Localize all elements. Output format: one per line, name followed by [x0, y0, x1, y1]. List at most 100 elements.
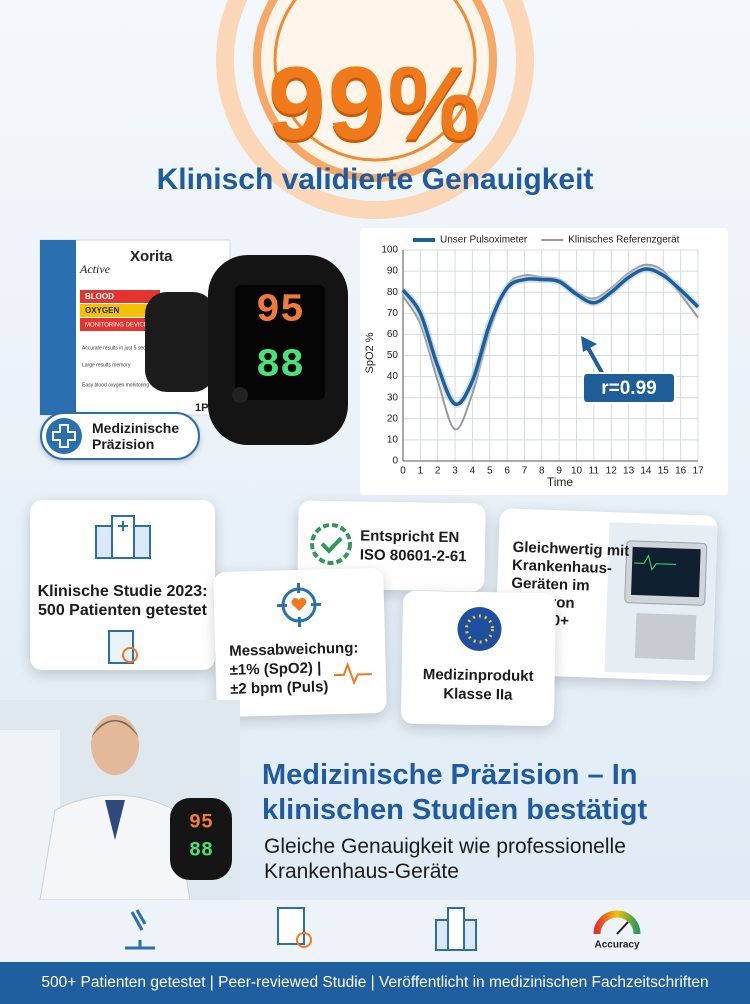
heading-line: Medizinische Präzision – In: [262, 759, 638, 791]
subtitle-line: Krankenhaus-Geräte: [264, 860, 459, 883]
document-icon: [277, 907, 305, 945]
legend-label: Unser Pulsoximeter: [440, 235, 528, 246]
display-pulse: 88: [256, 344, 304, 389]
equipment: [634, 613, 697, 661]
x-tick-label: 14: [640, 466, 652, 477]
icon-shape: [110, 515, 135, 559]
y-tick-label: 20: [387, 413, 399, 424]
headline-subtitle: Klinisch validierte Genauigkeit: [156, 163, 594, 196]
y-tick-label: 80: [387, 287, 399, 298]
display-spo2: 95: [189, 811, 213, 834]
subtitle-line: Gleiche Genauigkeit wie professionelle: [264, 835, 626, 858]
x-tick-label: 13: [623, 466, 635, 477]
y-tick-label: 70: [387, 308, 399, 319]
microscope-icon: [125, 909, 155, 950]
box-side: [40, 240, 76, 415]
y-tick-label: 30: [387, 392, 399, 403]
card-class: Medizinprodukt Klasse IIa: [400, 590, 557, 727]
annotation: r=0.99: [601, 378, 656, 399]
display-pulse: 88: [189, 839, 213, 862]
product-image: Xorita Active BLOOD OXYGEN MONITORING DE…: [39, 239, 348, 445]
accuracy-label: Accuracy: [594, 940, 639, 951]
icon-shape: [117, 521, 128, 531]
bullet: Easy blood oxygen monitoring: [82, 382, 149, 388]
heading-line: klinischen Studien bestätigt: [262, 794, 648, 826]
icon-shape: [276, 582, 322, 628]
icon-shape: [310, 522, 353, 565]
tag: BLOOD: [85, 292, 114, 301]
card-iso: Entspricht EN ISO 80601-2-61: [297, 500, 486, 592]
eu-icon: [457, 607, 502, 652]
magnifier-icon: [296, 932, 312, 948]
face: [91, 715, 139, 775]
card-line: Entspricht EN: [360, 527, 460, 547]
icon-shape: [333, 661, 372, 686]
y-tick-label: 100: [381, 245, 398, 256]
icon-shape: [121, 647, 138, 663]
tag-bg: [80, 304, 160, 317]
card-line: Klinische Studie 2023:: [37, 583, 208, 600]
y-axis-label: SpO2 %: [364, 332, 376, 373]
tag: MONITORING DEVICE: [85, 323, 148, 329]
icon-shape: [291, 597, 307, 612]
x-tick-label: 3: [452, 466, 458, 477]
hospital-icon: [447, 907, 465, 951]
footer: 500+ Patienten getestet | Peer-reviewed …: [0, 962, 750, 1004]
gauge-icon: [593, 910, 641, 935]
x-tick-label: 9: [556, 466, 562, 477]
ring: [216, 0, 534, 219]
tag: OXYGEN: [85, 306, 119, 315]
section-subtitle: Gleiche Genauigkeit wie professionelle Kr…: [264, 834, 626, 884]
badge-line: Medizinische: [92, 420, 180, 436]
series-line: [402, 263, 699, 431]
check-icon: [310, 522, 353, 565]
small-device: [145, 292, 215, 392]
icon-shape: [457, 607, 502, 652]
icon-circle: [46, 418, 82, 454]
icon-shape: [464, 614, 494, 644]
card-line: 500 Patienten getestet: [38, 602, 207, 619]
pulse-icon: [333, 661, 372, 686]
badge-text: Medizinische Präzision: [92, 420, 179, 452]
document-icon: [107, 630, 138, 664]
card-text: Medizinprodukt Klasse IIa: [401, 665, 555, 706]
tag-bg: [80, 290, 160, 303]
annotation-arrowhead: [581, 336, 597, 352]
x-tick-label: 1: [418, 466, 424, 477]
icon-row: [0, 900, 750, 962]
screen-wave: [634, 554, 677, 571]
icon-shape: [107, 630, 134, 664]
card-line: Messabweichung:: [228, 639, 359, 660]
y-tick-label: 50: [387, 350, 399, 361]
badge: Medizinische Präzision: [40, 412, 200, 460]
x-tick-label: 16: [675, 466, 687, 477]
y-tick-label: 90: [387, 266, 399, 277]
series-line: [401, 267, 700, 407]
icon-row-icons: Accuracy: [125, 907, 641, 951]
x-tick-label: 6: [504, 466, 510, 477]
legend-label: Klinisches Referenzgerät: [568, 235, 679, 246]
brand: Xorita: [130, 248, 173, 265]
ring: [253, 0, 497, 182]
icon-shape: [320, 536, 343, 554]
y-tick-label: 60: [387, 329, 399, 340]
badge-line: Präzision: [92, 436, 155, 452]
y-tick-label: 40: [387, 371, 399, 382]
x-tick-label: 11: [589, 466, 600, 477]
display-spo2: 95: [256, 289, 304, 334]
card-line: Medizinprodukt: [422, 666, 534, 685]
ring: [273, 0, 477, 162]
button: [232, 387, 248, 403]
bullet: Accurate results in just 5 seconds: [82, 345, 157, 351]
card-line: Klasse IIa: [443, 685, 513, 704]
screen: [631, 546, 701, 598]
icon-cross: [52, 424, 76, 448]
bullet: Large results memory: [82, 362, 131, 368]
x-tick-label: 8: [539, 466, 545, 477]
x-tick-label: 2: [435, 466, 441, 477]
product-line: Active: [79, 262, 111, 276]
badge-icon: [46, 418, 82, 454]
